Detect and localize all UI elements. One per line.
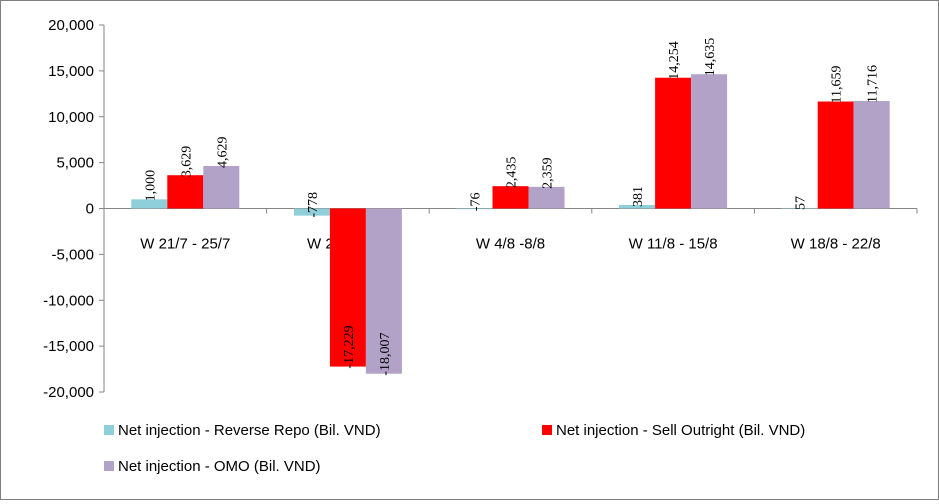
y-tick-label: 5,000 [56, 155, 94, 172]
bar [131, 199, 168, 209]
category-label: W 11/8 - 15/8 [629, 236, 718, 253]
bar [167, 175, 204, 209]
data-label: -76 [469, 193, 484, 212]
x-axis: W 21/7 - 25/7W 28/7 - 1/8W 4/8 -8/8W 11/… [103, 208, 918, 253]
y-tick-label: -15,000 [43, 338, 94, 355]
legend-swatch [542, 425, 552, 435]
data-label: 14,635 [703, 38, 718, 77]
y-tick-label: 0 [86, 201, 94, 218]
bar [781, 207, 818, 209]
bar [655, 77, 692, 209]
category-label: W 18/8 - 22/8 [791, 236, 881, 253]
legend-swatch [104, 461, 114, 471]
data-label: 11,659 [830, 66, 845, 104]
y-axis: 20,000 15,000 10,000 5,000 0 -5,000 -10,000 -15… [43, 17, 105, 401]
data-label: -18,007 [378, 333, 393, 376]
category-label: W 4/8 -8/8 [476, 236, 545, 253]
y-tick-label: 15,000 [48, 63, 94, 80]
legend-swatch [104, 425, 114, 435]
bar [365, 208, 402, 374]
bar [203, 166, 240, 209]
bar [619, 205, 656, 209]
legend: Net injection - Reverse Repo (Bil. VND) N… [104, 422, 805, 475]
bar [329, 208, 366, 367]
legend-label: Net injection - OMO (Bil. VND) [118, 458, 321, 475]
y-tick-label: 10,000 [48, 109, 94, 126]
bar [853, 101, 890, 209]
bar [293, 208, 330, 216]
data-label: -778 [306, 192, 321, 218]
data-label: 57 [794, 196, 809, 210]
bars [131, 74, 890, 374]
y-tick-label: -10,000 [43, 292, 94, 309]
y-tick-label: -5,000 [51, 246, 94, 263]
legend-label: Net injection - Reverse Repo (Bil. VND) [118, 422, 381, 439]
bar [817, 101, 854, 209]
data-label: 4,629 [215, 137, 230, 168]
data-label: 14,254 [667, 41, 682, 80]
data-label: 3,629 [179, 146, 194, 178]
data-labels: 1,000 -778 -76 381 57 3,629 -17,229 2,435 14,254… [143, 38, 880, 376]
data-label: 381 [631, 186, 646, 207]
y-tick-label: -20,000 [43, 384, 94, 401]
y-tick-label: 20,000 [48, 17, 94, 34]
data-label: -17,229 [342, 325, 357, 368]
bar [456, 208, 493, 210]
data-label: 2,359 [541, 157, 556, 189]
data-label: 2,435 [505, 157, 520, 189]
bar [528, 186, 565, 209]
category-label: W 21/7 - 25/7 [140, 236, 230, 253]
legend-label: Net injection - Sell Outright (Bil. VND) [556, 422, 805, 439]
bar [492, 186, 529, 209]
bar [691, 74, 728, 209]
data-label: 11,716 [866, 65, 881, 103]
data-label: 1,000 [143, 170, 158, 202]
